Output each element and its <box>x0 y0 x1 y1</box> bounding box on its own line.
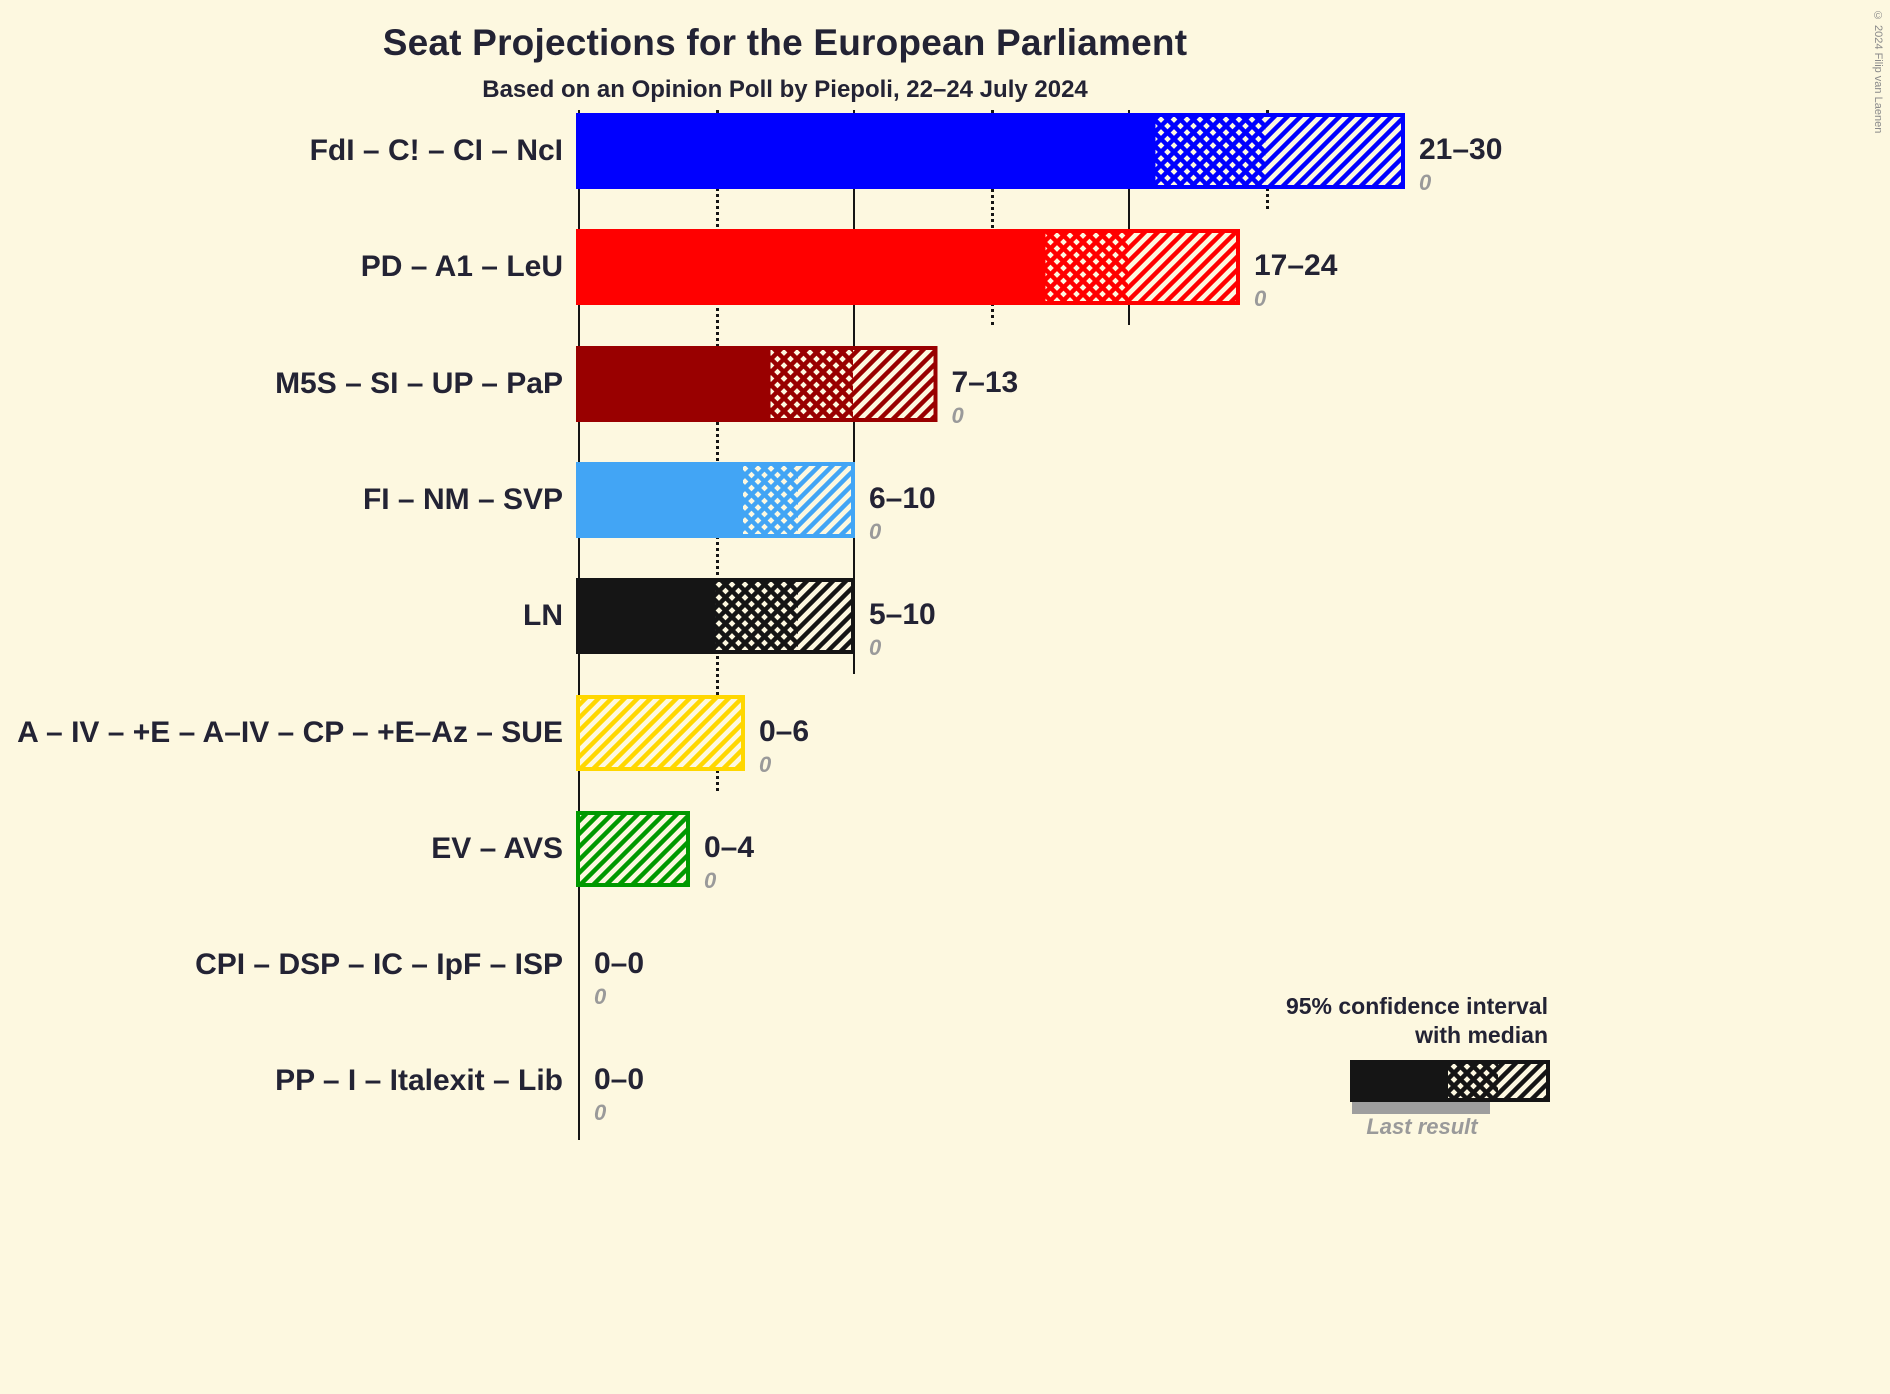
party-label: EV – AVS <box>431 831 563 865</box>
last-result-value: 0 <box>704 867 717 893</box>
last-result-value: 0 <box>869 635 882 661</box>
seat-projection-bar <box>576 345 938 422</box>
legend-sample-bar <box>1350 1060 1550 1102</box>
legend-ci-label: 95% confidence interval with median <box>1148 992 1548 1050</box>
gridline-20 <box>1128 110 1130 326</box>
gridline-15 <box>990 110 994 326</box>
last-result-value: 0 <box>759 751 772 777</box>
seat-projection-bar <box>576 810 690 887</box>
chart-subtitle: Based on an Opinion Poll by Piepoli, 22–… <box>482 76 1088 103</box>
legend-last-result-label: Last result <box>1366 1114 1478 1139</box>
party-label: CPI – DSP – IC – IpF – ISP <box>195 948 563 982</box>
range-label: 7–13 <box>951 365 1019 399</box>
gridline-5 <box>715 110 719 791</box>
party-label: A – IV – +E – A–IV – CP – +E–Az – SUE <box>17 715 563 749</box>
range-label: 6–10 <box>869 481 936 515</box>
copyright-note: © 2024 Filip van Laenen <box>1872 10 1884 134</box>
value-labels: 0–4 0 <box>704 831 754 895</box>
last-result-value: 0 <box>869 518 882 544</box>
range-label: 21–30 <box>1419 133 1503 166</box>
legend-last-result-bar <box>1352 1102 1490 1114</box>
value-labels: 21–30 0 <box>1419 133 1502 197</box>
seat-projection-bar <box>576 461 855 538</box>
value-labels: 0–0 0 <box>594 1063 644 1127</box>
chart-title: Seat Projections for the European Parlia… <box>382 22 1188 63</box>
seat-projection-bar <box>576 113 1405 189</box>
seat-projection-bar <box>576 229 1240 306</box>
range-label: 0–6 <box>759 714 810 748</box>
party-label: FI – NM – SVP <box>362 482 563 516</box>
value-labels: 0–0 0 <box>594 947 644 1011</box>
party-label: PP – I – Italexit – Lib <box>275 1064 563 1098</box>
last-result-value: 0 <box>951 402 964 428</box>
value-labels: 0–6 0 <box>759 715 809 779</box>
legend-ci-line1: 95% confidence interval <box>1285 993 1548 1019</box>
range-label: 5–10 <box>869 598 936 632</box>
last-result-value: 0 <box>1254 286 1267 312</box>
value-labels: 7–13 0 <box>952 366 1019 430</box>
last-result-value: 0 <box>594 984 607 1010</box>
range-label: 17–24 <box>1254 249 1338 283</box>
party-label: FdI – C! – CI – NcI <box>309 134 563 167</box>
range-label: 0–4 <box>704 830 755 864</box>
seat-projection-bar <box>576 578 855 655</box>
range-label: 0–0 <box>594 1063 645 1097</box>
value-labels: 17–24 0 <box>1254 249 1337 313</box>
range-label: 0–0 <box>594 947 645 981</box>
value-labels: 6–10 0 <box>869 482 936 546</box>
party-label: M5S – SI – UP – PaP <box>275 366 563 400</box>
last-result-value: 0 <box>1419 170 1432 195</box>
party-label: PD – A1 – LeU <box>360 250 563 284</box>
legend-ci-line2: with median <box>1415 1022 1548 1048</box>
seat-projection-bar <box>576 694 745 771</box>
value-labels: 5–10 0 <box>869 598 936 662</box>
last-result-value: 0 <box>594 1100 607 1126</box>
party-label: LN <box>523 599 563 633</box>
